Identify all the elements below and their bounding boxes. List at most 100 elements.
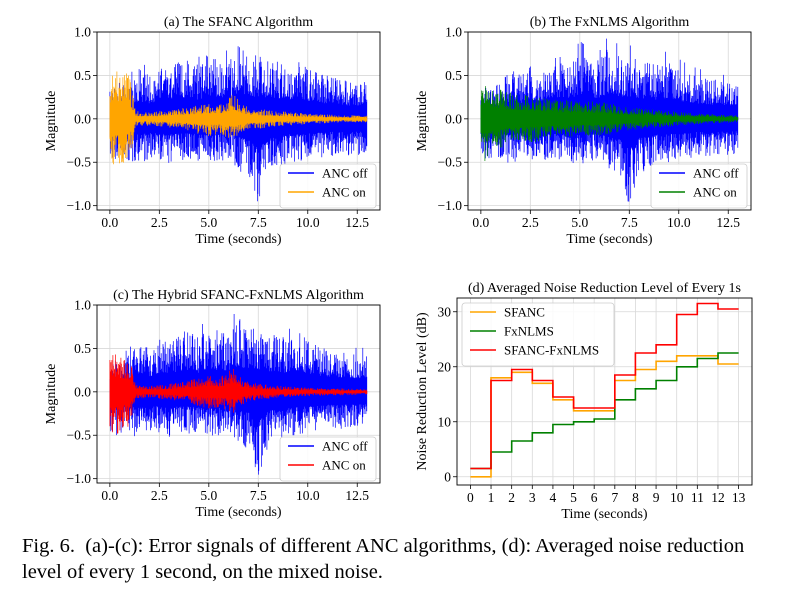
series-line-fxnlms [470, 352, 739, 470]
x-tick-label: 13 [732, 490, 746, 505]
legend-entry-0: SFANC [504, 305, 545, 320]
y-tick-label: 0.5 [74, 341, 91, 356]
series-anc-on [109, 354, 368, 434]
axes-frame [456, 297, 753, 486]
y-tick-label: −0.5 [438, 155, 463, 170]
y-tick-label: 1.0 [74, 298, 91, 313]
legend: ANC off ANC on [279, 163, 377, 209]
legend-entry-1: ANC on [322, 458, 366, 473]
x-tick-label: 3 [529, 490, 536, 505]
y-tick-label: 0.0 [74, 111, 91, 126]
legend-entry-1: FxNLMS [504, 324, 554, 339]
x-tick-label: 1 [488, 490, 495, 505]
x-tick-label: 8 [632, 490, 639, 505]
chart-title: (c) The Hybrid SFANC-FxNLMS Algorithm [113, 288, 364, 303]
y-axis-label: Magnitude [415, 91, 430, 152]
x-tick-label: 7.5 [250, 488, 267, 503]
axes-frame [96, 31, 381, 211]
chart-c: 0.0 2.5 5.0 7.5 10.0 12.5 −1.0 −0.5 0.0 0.5 1.0 (c)… [44, 288, 381, 520]
y-tick-label: 1.0 [445, 25, 462, 40]
x-tick-label: 4 [550, 490, 557, 505]
y-tick-label: 0.0 [445, 111, 462, 126]
x-tick-label: 2.5 [151, 215, 168, 230]
x-tick-label: 5.0 [571, 215, 588, 230]
x-tick-label: 2 [508, 490, 515, 505]
y-tick-label: 30 [438, 304, 452, 319]
chart-b: 0.0 2.5 5.0 7.5 10.0 12.5 −1.0 −0.5 0.0 0.5 1.0 (b)… [415, 15, 752, 247]
chart-title: (b) The FxNLMS Algorithm [530, 15, 690, 30]
legend-entry-0: ANC off [322, 439, 368, 454]
x-tick-label: 12.5 [345, 215, 369, 230]
x-tick-label: 5.0 [200, 488, 217, 503]
y-tick-label: −1.0 [67, 198, 92, 213]
series-anc-on [480, 86, 739, 161]
y-tick-label: 20 [438, 359, 452, 374]
caption-label: Fig. 6. [22, 535, 75, 557]
x-tick-label: 10.0 [296, 215, 320, 230]
x-axis-label: Time (seconds) [195, 232, 282, 247]
x-tick-label: 0.0 [101, 488, 118, 503]
x-tick-label: 11 [691, 490, 704, 505]
y-tick-label: 1.0 [74, 25, 91, 40]
caption-text: (a)-(c): Error signals of different ANC … [22, 535, 745, 583]
y-tick-label: 0.0 [74, 384, 91, 399]
legend-entry-2: SFANC-FxNLMS [504, 343, 599, 358]
figure-canvas: 0.0 2.5 5.0 7.5 10.0 12.5−1.0−0.50.00.51.0(a)… [44, 15, 753, 522]
x-axis-label: Time (seconds) [195, 505, 282, 520]
y-tick-label: 10 [438, 414, 452, 429]
x-tick-label: 7 [611, 490, 618, 505]
x-tick-label: 9 [653, 490, 660, 505]
x-tick-label: 0 [467, 490, 474, 505]
x-axis-label: Time (seconds) [566, 232, 653, 247]
axes-frame [96, 304, 381, 484]
x-tick-label: 12.5 [345, 488, 369, 503]
x-tick-label: 0.0 [472, 215, 489, 230]
x-tick-label: 0.0 [101, 215, 118, 230]
x-tick-label: 12 [711, 490, 725, 505]
series-line-sfanc-fxnlms [470, 302, 739, 470]
y-tick-label: 0.5 [445, 68, 462, 83]
x-tick-label: 5.0 [200, 215, 217, 230]
legend-entry-1: ANC on [322, 185, 366, 200]
x-tick-label: 6 [591, 490, 598, 505]
x-tick-label: 10.0 [296, 488, 320, 503]
plot-area-b [480, 38, 739, 202]
x-axis-label: Time (seconds) [561, 507, 648, 522]
plot-area-a [109, 46, 368, 202]
y-axis-label: Noise Reduction Level (dB) [415, 312, 430, 471]
y-tick-label: −1.0 [438, 198, 463, 213]
series-line-sfanc [470, 355, 739, 478]
x-tick-label: 5 [570, 490, 577, 505]
y-tick-label: −1.0 [67, 471, 92, 486]
x-tick-label: 10 [670, 490, 684, 505]
x-tick-label: 7.5 [621, 215, 638, 230]
x-tick-label: 2.5 [151, 488, 168, 503]
legend-entry-0: ANC off [693, 166, 739, 181]
legend-box [461, 302, 615, 367]
series-anc-on [109, 71, 368, 165]
y-tick-label: −0.5 [67, 155, 92, 170]
legend: SFANC FxNLMS SFANC-FxNLMS [461, 302, 615, 367]
chart-title: (a) The SFANC Algorithm [164, 15, 313, 30]
legend: ANC off ANC on [650, 163, 748, 209]
x-tick-label: 12.5 [716, 215, 740, 230]
y-tick-label: 0 [444, 469, 451, 484]
x-tick-label: 2.5 [522, 215, 539, 230]
legend: ANC off ANC on [279, 436, 377, 482]
legend-entry-1: ANC on [693, 185, 737, 200]
y-axis-label: Magnitude [44, 364, 59, 425]
x-tick-label: 10.0 [667, 215, 691, 230]
chart-title: (d) Averaged Noise Reduction Level of Ev… [468, 281, 741, 296]
y-axis-label: Magnitude [44, 91, 59, 152]
plot-area-c [109, 314, 368, 475]
chart-a: 0.0 2.5 5.0 7.5 10.0 12.5 −1.0 −0.5 0.0 0.5 1.0 (a)… [44, 15, 381, 247]
figure-caption: Fig. 6. (a)-(c): Error signals of differ… [22, 533, 782, 585]
axes-frame [467, 31, 752, 211]
y-tick-label: 0.5 [74, 68, 91, 83]
plot-area-d [470, 302, 739, 478]
y-tick-label: −0.5 [67, 428, 92, 443]
legend-box [279, 163, 377, 209]
legend-box [279, 436, 377, 482]
legend-entry-0: ANC off [322, 166, 368, 181]
legend-box [650, 163, 748, 209]
